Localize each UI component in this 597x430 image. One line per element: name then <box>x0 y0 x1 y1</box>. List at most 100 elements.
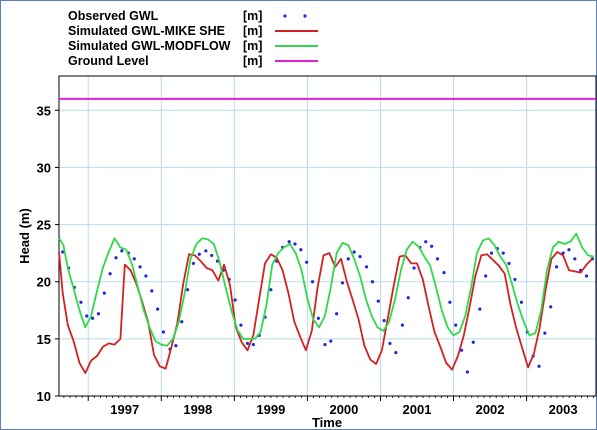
observed-point <box>210 253 214 258</box>
y-axis-title: Head (m) <box>17 208 32 264</box>
observed-point <box>388 341 392 346</box>
observed-point <box>549 305 553 309</box>
x-tick-label: 2001 <box>403 402 432 417</box>
legend-unit: [m] <box>243 39 262 53</box>
x-tick-label: 1998 <box>183 402 212 417</box>
x-tick-label: 2002 <box>476 402 505 417</box>
observed-point <box>489 251 494 255</box>
observed-point <box>102 291 106 295</box>
observed-point <box>138 265 142 269</box>
observed-point <box>435 257 440 261</box>
legend-label: Observed GWL <box>68 9 159 23</box>
observed-point <box>91 316 95 320</box>
y-tick-label: 15 <box>37 332 51 347</box>
observed-point <box>114 256 118 260</box>
y-tick-label: 30 <box>37 160 51 175</box>
legend: Observed GWL [m] Simulated GWL-MIKE SHE [m]… <box>68 9 318 68</box>
observed-point <box>316 316 320 320</box>
observed-point <box>573 257 577 261</box>
observed-point <box>340 281 345 285</box>
legend-unit: [m] <box>243 9 262 23</box>
observed-point <box>382 318 386 323</box>
observed-point <box>567 248 571 252</box>
observed-point <box>430 244 434 248</box>
observed-point <box>454 323 458 327</box>
observed-point <box>191 261 196 266</box>
observed-point <box>197 252 201 256</box>
observed-point <box>478 307 482 311</box>
legend-label: Ground Level <box>68 54 149 68</box>
observed-point <box>120 249 124 253</box>
y-tick-label: 20 <box>37 275 51 290</box>
observed-point <box>180 320 184 324</box>
observed-point <box>335 312 339 316</box>
observed-point <box>501 251 505 255</box>
observed-point <box>400 323 404 327</box>
observed-point <box>513 277 517 282</box>
y-tick-label: 35 <box>37 103 51 118</box>
observed-point <box>329 339 333 343</box>
observed-point <box>61 250 65 254</box>
observed-point <box>519 300 524 304</box>
legend-unit: [m] <box>243 54 262 68</box>
series-layer <box>58 97 596 375</box>
observed-point <box>537 364 541 368</box>
grid <box>59 76 596 397</box>
observed-point <box>96 312 101 316</box>
x-tick-label: 1999 <box>256 402 285 417</box>
observed-point <box>471 340 475 344</box>
observed-point <box>85 314 89 318</box>
axes: 10 15 20 25 30 35 1997 1998 1999 2000 2001 2002 2003 <box>37 103 594 417</box>
y-tick-label: 25 <box>37 218 51 233</box>
legend-swatch-dot <box>303 14 307 18</box>
legend-swatch-dot <box>283 14 287 18</box>
observed-point <box>204 249 208 253</box>
y-tick-label: 10 <box>37 389 51 404</box>
observed-point <box>448 300 452 304</box>
observed-point <box>161 330 166 334</box>
x-tick-label: 2000 <box>329 402 358 417</box>
plot-area-border <box>58 75 597 397</box>
x-tick-label: 2003 <box>549 402 578 417</box>
observed-point <box>305 260 309 264</box>
observed-point <box>584 274 589 278</box>
legend-label: Simulated GWL-MIKE SHE <box>68 24 225 38</box>
legend-label: Simulated GWL-MODFLOW <box>68 39 231 53</box>
observed-point <box>543 331 547 335</box>
observed-point <box>269 288 273 292</box>
observed-point <box>412 266 416 270</box>
legend-unit: [m] <box>243 24 262 38</box>
series-line-simulated-gwl-modflow <box>58 232 594 347</box>
observed-point <box>233 298 237 302</box>
observed-point <box>352 250 356 254</box>
observed-point <box>394 350 398 355</box>
observed-point <box>364 265 369 269</box>
observed-point <box>484 274 488 278</box>
observed-point <box>251 342 255 347</box>
observed-point <box>554 265 559 269</box>
observed-point <box>442 270 446 275</box>
observed-point <box>239 323 243 327</box>
observed-point <box>79 300 83 304</box>
observed-point <box>174 344 178 348</box>
observed-point <box>293 242 297 246</box>
observed-point <box>507 261 511 266</box>
observed-point <box>358 254 362 259</box>
observed-point <box>299 248 303 252</box>
observed-point <box>346 257 350 261</box>
observed-point <box>323 342 327 347</box>
observed-point <box>406 296 410 300</box>
observed-point <box>144 274 148 278</box>
observed-point <box>132 257 136 261</box>
observed-point <box>424 240 428 244</box>
observed-point <box>376 299 380 303</box>
observed-point <box>185 288 190 292</box>
observed-point <box>156 307 160 311</box>
x-axis-title: Time <box>312 415 342 430</box>
observed-point <box>150 289 154 293</box>
observed-point <box>287 240 291 244</box>
x-tick-label: 1997 <box>110 402 139 417</box>
observed-point <box>108 272 112 276</box>
